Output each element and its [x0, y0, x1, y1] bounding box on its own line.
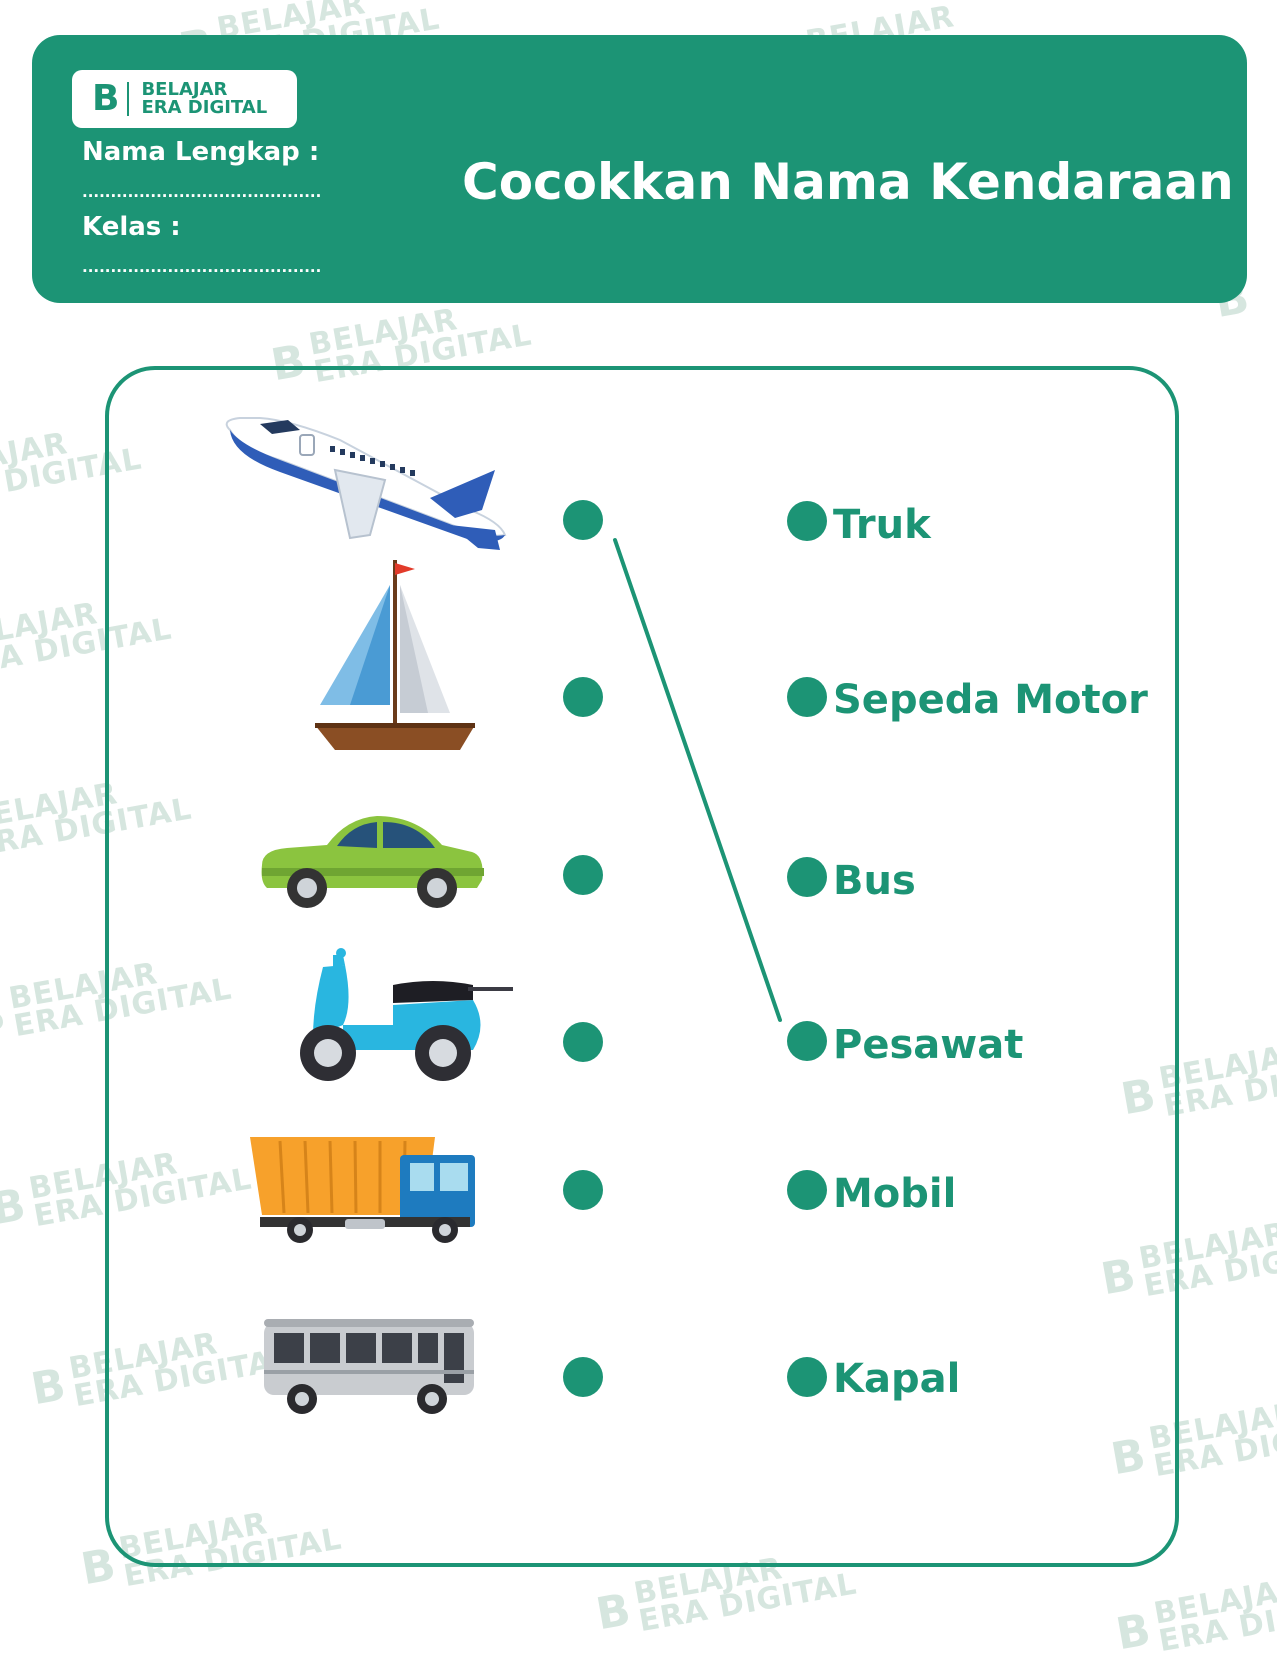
brand-line-2: ERA DIGITAL: [141, 97, 268, 118]
logo-divider: [127, 82, 130, 116]
page-title: Cocokkan Nama Kendaraan: [462, 153, 1234, 211]
word-label: Truk: [833, 502, 931, 548]
word-label: Pesawat: [833, 1022, 1024, 1068]
word-dot-1[interactable]: [787, 501, 827, 541]
class-label: Kelas :: [82, 212, 181, 242]
car-icon: [261, 816, 484, 908]
word-dot-2[interactable]: [787, 677, 827, 717]
picture-dot-1[interactable]: [563, 500, 603, 540]
brand-line-1: BELAJAR: [141, 79, 228, 100]
bus-icon: [264, 1319, 474, 1414]
word-label: Sepeda Motor: [833, 677, 1148, 723]
word-dot-4[interactable]: [787, 1021, 827, 1061]
picture-dot-2[interactable]: [563, 677, 603, 717]
brand-logo-mark: B: [92, 78, 120, 119]
brand-logo: B BELAJAR ERA DIGITAL: [72, 70, 297, 128]
word-label: Mobil: [833, 1171, 957, 1217]
worksheet-header: B BELAJAR ERA DIGITAL Nama Lengkap : ...…: [32, 35, 1247, 303]
picture-dot-3[interactable]: [563, 855, 603, 895]
airplane-icon: [225, 417, 507, 550]
word-label: Bus: [833, 858, 916, 904]
name-blank-line[interactable]: ........................................…: [82, 183, 322, 201]
matching-panel: [105, 366, 1179, 1567]
dump-truck-icon: [250, 1137, 475, 1243]
picture-dot-4[interactable]: [563, 1022, 603, 1062]
sailboat-icon: [315, 560, 475, 750]
picture-dot-6[interactable]: [563, 1357, 603, 1397]
word-label: Kapal: [833, 1356, 961, 1402]
word-dot-5[interactable]: [787, 1170, 827, 1210]
picture-dot-5[interactable]: [563, 1170, 603, 1210]
class-blank-line[interactable]: ........................................…: [82, 258, 322, 276]
word-dot-3[interactable]: [787, 857, 827, 897]
scooter-icon: [300, 948, 513, 1081]
brand-name: BELAJAR ERA DIGITAL: [141, 81, 267, 117]
word-dot-6[interactable]: [787, 1357, 827, 1397]
name-label: Nama Lengkap :: [82, 137, 320, 167]
